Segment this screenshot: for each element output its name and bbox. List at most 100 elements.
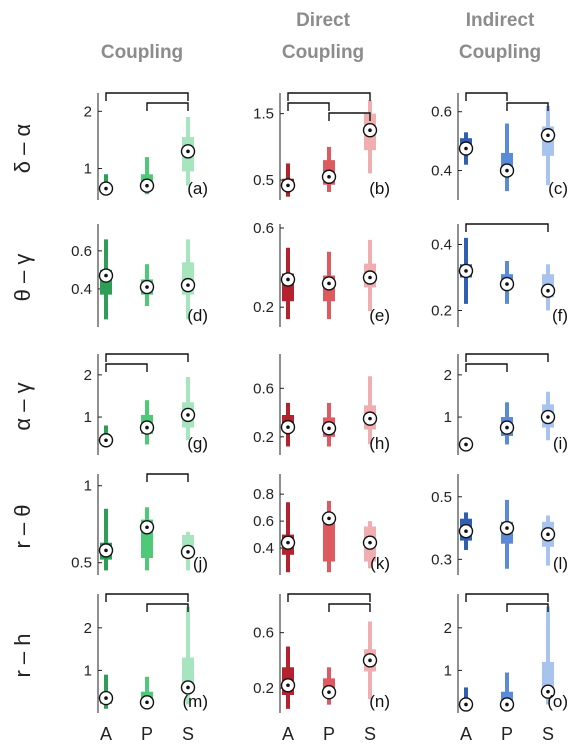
significance-bracket <box>465 593 549 602</box>
col-title-direct-line1: Direct <box>296 10 351 31</box>
median-dot <box>505 425 509 430</box>
y-tick-label: 2 <box>84 103 92 120</box>
col-title-indirect-line1: Indirect <box>466 10 535 31</box>
panel: 0.2 0.6 (n) <box>253 593 390 713</box>
significance-bracket <box>465 223 549 232</box>
panel-label: (a) <box>187 179 208 198</box>
significance-bracket <box>146 102 189 111</box>
significance-bracket <box>506 102 549 111</box>
panel-label: (o) <box>547 692 568 711</box>
panel: 0.5 1.5 (b) <box>253 92 390 200</box>
median-dot <box>286 540 290 545</box>
significance-bracket <box>105 353 189 362</box>
median-dot <box>186 413 190 417</box>
panel-label: (g) <box>187 434 208 453</box>
y-tick-label: 1 <box>84 478 92 495</box>
y-tick-label: 0.4 <box>431 237 452 254</box>
median-dot <box>464 529 468 533</box>
significance-bracket <box>287 92 371 101</box>
median-dot <box>368 275 372 280</box>
panel: 0.2 0.6 (e) <box>253 220 390 327</box>
row-label: θ – γ <box>10 254 35 302</box>
median-dot <box>368 128 372 133</box>
significance-bracket <box>328 603 371 612</box>
col-title-direct-line2: Coupling <box>282 42 364 63</box>
median-dot <box>327 690 331 695</box>
y-tick-label: 1 <box>444 409 452 426</box>
y-tick-label: 0.4 <box>431 163 452 180</box>
x-tick-label: S <box>182 724 194 744</box>
y-tick-label: 1.5 <box>253 106 274 123</box>
panel: 0.3 0.5 (l) <box>431 474 568 575</box>
median-dot <box>546 689 550 694</box>
y-tick-label: 0.4 <box>71 281 92 298</box>
column-titles: Coupling Direct Coupling Indirect Coupli… <box>101 10 541 63</box>
median-dot <box>327 281 331 286</box>
y-tick-label: 0.6 <box>253 625 274 642</box>
median-dot <box>368 658 372 663</box>
x-tick-label: P <box>501 724 513 744</box>
y-tick-label: 2 <box>84 367 92 384</box>
median-dot <box>327 516 331 521</box>
significance-bracket <box>287 593 371 602</box>
x-tick-label: S <box>364 724 376 744</box>
median-dot <box>145 700 149 705</box>
median-dot <box>505 702 509 707</box>
significance-bracket <box>146 473 189 482</box>
y-tick-label: 1 <box>84 161 92 178</box>
y-tick-label: 1 <box>444 662 452 679</box>
significance-bracket <box>146 603 189 612</box>
median-dot <box>505 282 509 286</box>
y-tick-label: 0.8 <box>253 486 274 503</box>
panel: 1 2 (a) <box>84 92 208 200</box>
panel-label: (d) <box>187 306 208 325</box>
median-dot <box>327 174 331 179</box>
y-tick-label: 0.5 <box>253 172 274 189</box>
median-dot <box>145 183 149 188</box>
median-dot <box>145 425 149 430</box>
y-tick-label: 0.3 <box>431 551 452 568</box>
panels: 1 2 (a) 0.5 1.5 (b) 0.4 0.6 (c) 0.4 0.6 (d) 0.2 0.6 (e… <box>71 92 568 713</box>
x-tick-label: A <box>460 724 472 744</box>
y-tick-label: 0.6 <box>253 513 274 530</box>
median-dot <box>145 285 149 289</box>
median-dot <box>505 168 509 173</box>
median-dot <box>186 283 190 287</box>
row-label: α – γ <box>10 382 35 430</box>
median-dot <box>186 685 190 690</box>
panel-label: (n) <box>369 692 390 711</box>
row-label: δ – α <box>10 124 35 174</box>
panel-label: (f) <box>552 306 568 325</box>
median-dot <box>104 548 108 553</box>
y-tick-label: 0.6 <box>253 380 274 397</box>
y-tick-label: 2 <box>444 367 452 384</box>
median-dot <box>286 183 290 188</box>
panel: 1 2 (i) <box>444 353 568 455</box>
panel: 0.4 0.6 (d) <box>71 224 208 327</box>
significance-bracket <box>465 363 508 372</box>
panel-label: (c) <box>548 179 568 198</box>
box-iqr <box>323 514 335 562</box>
panel: 0.4 0.6 (c) <box>431 92 568 200</box>
y-tick-label: 0.5 <box>431 489 452 506</box>
significance-bracket <box>105 92 189 101</box>
panel-label: (j) <box>193 554 208 573</box>
y-tick-label: 0.2 <box>253 680 274 697</box>
median-dot <box>546 415 550 419</box>
median-dot <box>104 186 108 191</box>
median-dot <box>186 149 190 154</box>
panel-label: (b) <box>369 179 390 198</box>
y-tick-label: 2 <box>84 620 92 637</box>
panel: 1 2 (g) <box>84 353 208 455</box>
median-dot <box>186 550 190 554</box>
x-tick-label: A <box>282 724 294 744</box>
median-dot <box>464 702 468 707</box>
x-tick-label: A <box>100 724 112 744</box>
median-dot <box>104 273 108 278</box>
median-dot <box>145 525 149 530</box>
significance-bracket <box>105 363 148 372</box>
panel: 1 2 (o) <box>444 593 568 713</box>
median-dot <box>464 442 468 447</box>
median-dot <box>368 416 372 421</box>
